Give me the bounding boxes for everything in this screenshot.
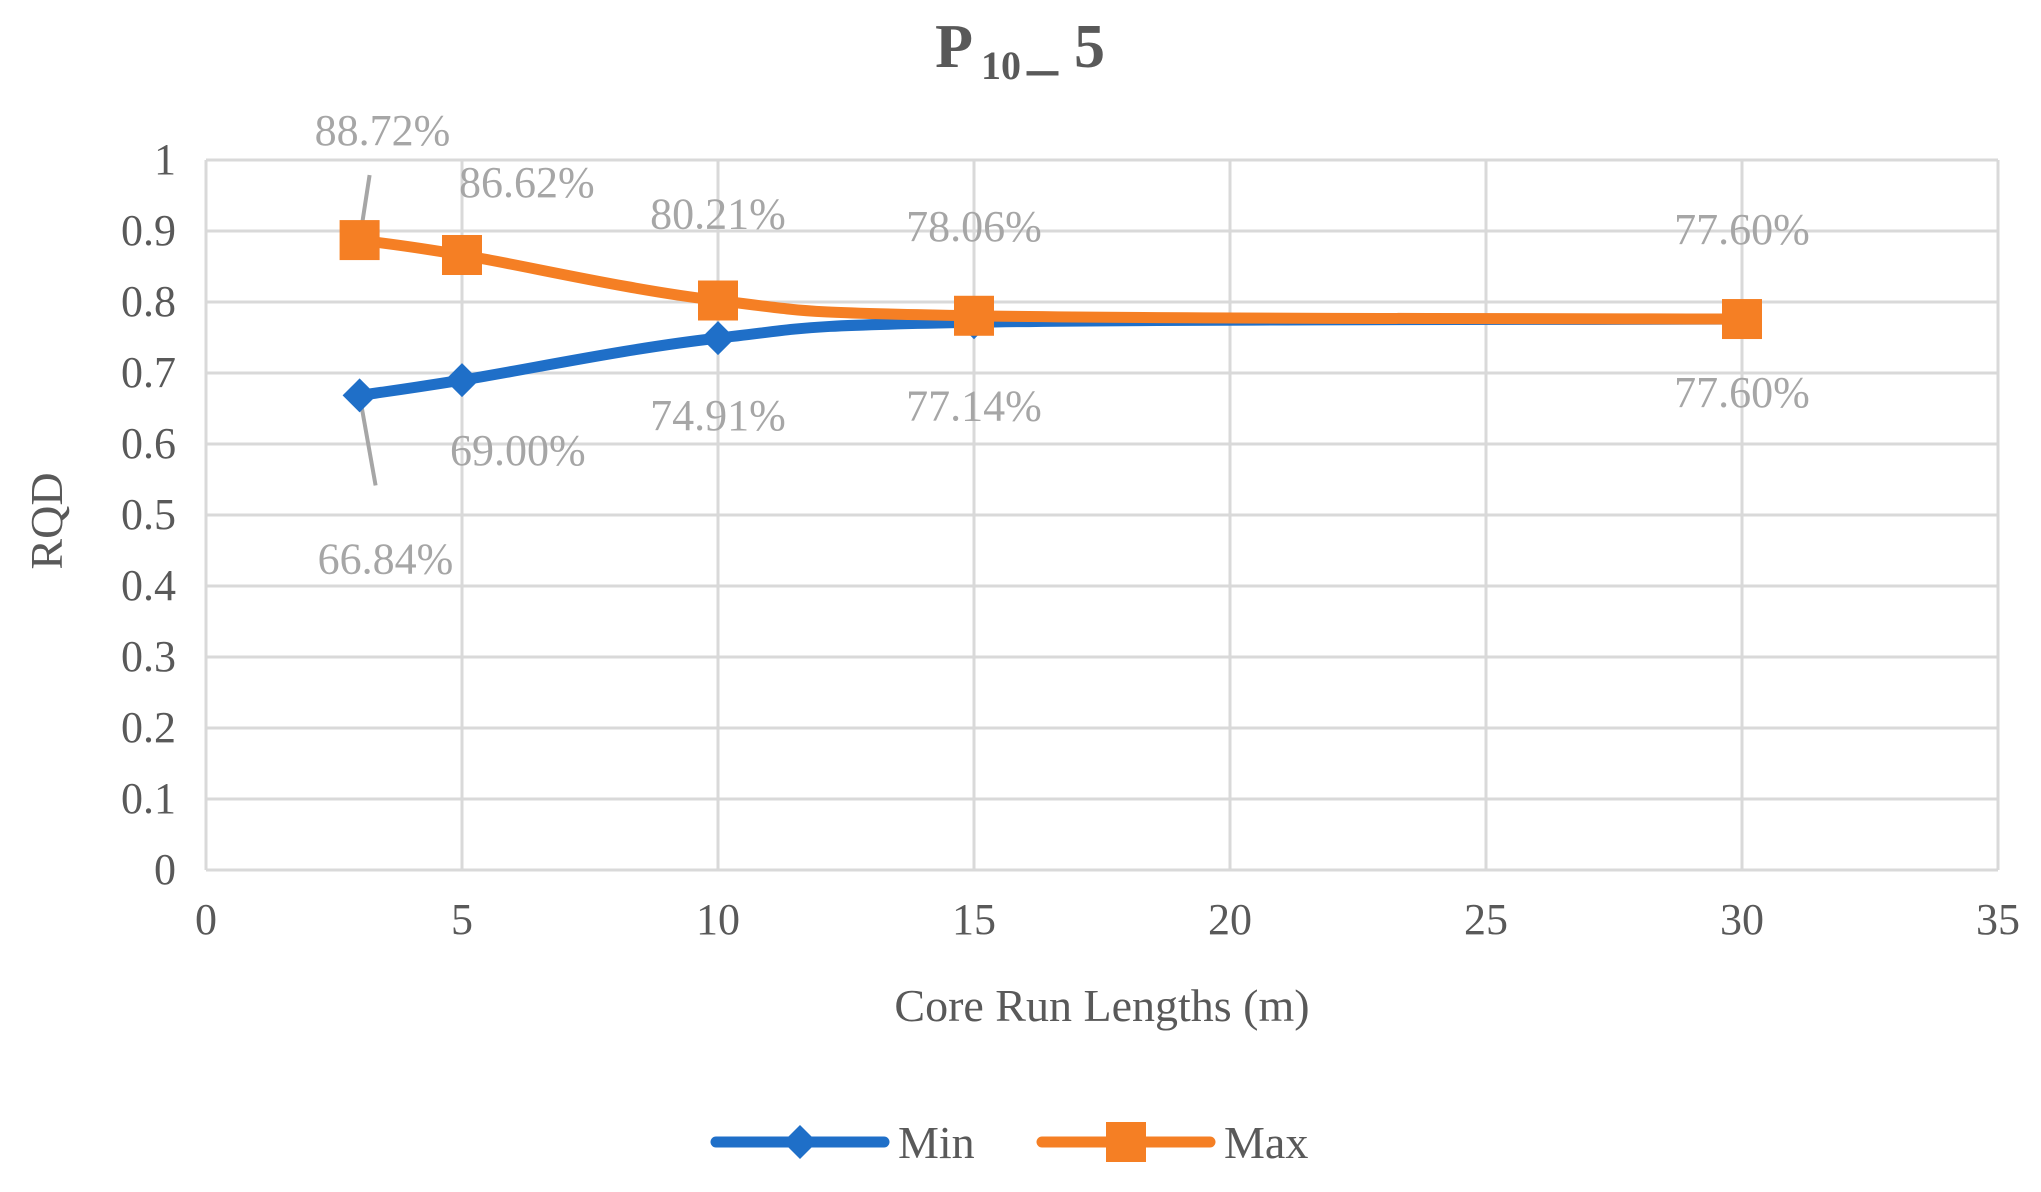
title-underscore: _ [1026, 13, 1059, 81]
data-label-max: 78.06% [906, 202, 1042, 251]
y-tick-label: 0.6 [121, 419, 176, 468]
data-label-max: 80.21% [650, 190, 786, 239]
y-tick-label: 0.3 [121, 632, 176, 681]
chart-title: P 10_ 5 [935, 13, 1105, 88]
point-marker-max [954, 295, 994, 336]
y-tick-label: 0.5 [121, 490, 176, 539]
point-marker-max [1722, 299, 1762, 340]
x-axis-title: Core Run Lengths (m) [894, 980, 1309, 1031]
x-tick-label: 35 [1976, 895, 2020, 944]
title-subscript: 10 [981, 43, 1021, 88]
x-tick-label: 0 [195, 895, 217, 944]
point-marker-max [442, 234, 482, 275]
y-tick-label: 0.2 [121, 703, 176, 752]
x-tick-label: 30 [1720, 895, 1764, 944]
point-marker-min [701, 321, 735, 356]
x-tick-label: 10 [696, 895, 740, 944]
legend-label-max: Max [1224, 1117, 1308, 1168]
data-label-max: 77.60% [1674, 205, 1810, 254]
point-marker-max [698, 280, 738, 321]
y-tick-label: 0.9 [121, 206, 176, 255]
x-tick-label: 20 [1208, 895, 1252, 944]
point-marker-min [342, 378, 377, 413]
y-axis-title: RQD [21, 472, 72, 569]
x-tick-label: 5 [451, 895, 473, 944]
data-label-min: 66.84% [318, 534, 454, 583]
axes: 00.10.20.30.40.50.60.70.80.910 5 10 15 20 25 3… [121, 135, 2020, 944]
x-tick-label: 15 [952, 895, 996, 944]
point-marker-min [445, 363, 479, 398]
data-label-max: 86.62% [459, 158, 595, 207]
y-tick-label: 0.4 [121, 561, 176, 610]
legend-marker-max [1106, 1122, 1146, 1162]
x-tick-label: 25 [1464, 895, 1508, 944]
y-tick-label: 0.8 [121, 277, 176, 326]
legend: Min Max [710, 1117, 1308, 1168]
data-label-max: 88.72% [315, 106, 451, 155]
y-tick-label: 0 [154, 845, 176, 894]
legend-label-min: Min [898, 1117, 975, 1168]
data-labels: 66.84% 69.00% 74.91% 77.14% 77.60% 88.72%86.6… [315, 106, 1810, 583]
data-label-min: 74.91% [650, 391, 786, 440]
title-suffix: 5 [1074, 13, 1105, 81]
y-tick-label: 0.1 [121, 774, 176, 823]
point-marker-max [339, 220, 380, 261]
legend-marker-min [783, 1125, 817, 1159]
data-label-min: 69.00% [450, 426, 586, 475]
y-tick-label: 1 [154, 135, 176, 184]
title-main: P [935, 13, 973, 81]
y-tick-label: 0.7 [121, 348, 176, 397]
data-label-min: 77.14% [906, 381, 1042, 430]
leader-line-min [357, 395, 378, 486]
series-markers [339, 220, 1762, 413]
data-label-min: 77.60% [1674, 368, 1810, 417]
